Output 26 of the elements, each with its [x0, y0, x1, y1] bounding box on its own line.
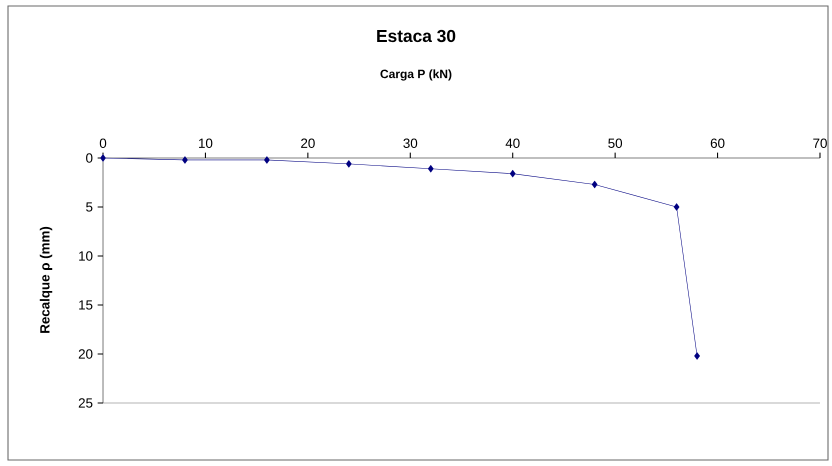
x-tick-label: 10 — [199, 138, 212, 148]
x-tick-label: 0 — [100, 138, 106, 148]
y-tick-label: 0 — [86, 153, 92, 163]
point — [264, 156, 270, 164]
point — [694, 352, 700, 360]
point — [674, 203, 680, 211]
y-tick-label: 15 — [79, 300, 92, 310]
y-axis-title: Recalque ρ (mm) — [40, 226, 52, 333]
x-tick-label: 20 — [301, 138, 315, 148]
point — [346, 160, 352, 168]
x-tick-label: 30 — [403, 138, 418, 148]
point — [100, 154, 106, 162]
chart-title: Estaca 30 — [377, 30, 456, 42]
point — [428, 165, 434, 173]
x-tick-label: 70 — [813, 138, 827, 148]
point — [510, 170, 516, 178]
point — [592, 180, 598, 188]
y-tick-label: 5 — [86, 202, 92, 212]
y-tick-label: 20 — [78, 349, 92, 359]
y-tick-label: 25 — [78, 398, 92, 408]
x-tick-label: 50 — [608, 138, 622, 148]
x-axis-title: Carga P (kN) — [380, 69, 452, 81]
x-tick-label: 40 — [506, 138, 520, 148]
point — [182, 156, 188, 164]
y-tick-label: 10 — [79, 251, 92, 261]
x-tick-label: 60 — [710, 138, 724, 148]
